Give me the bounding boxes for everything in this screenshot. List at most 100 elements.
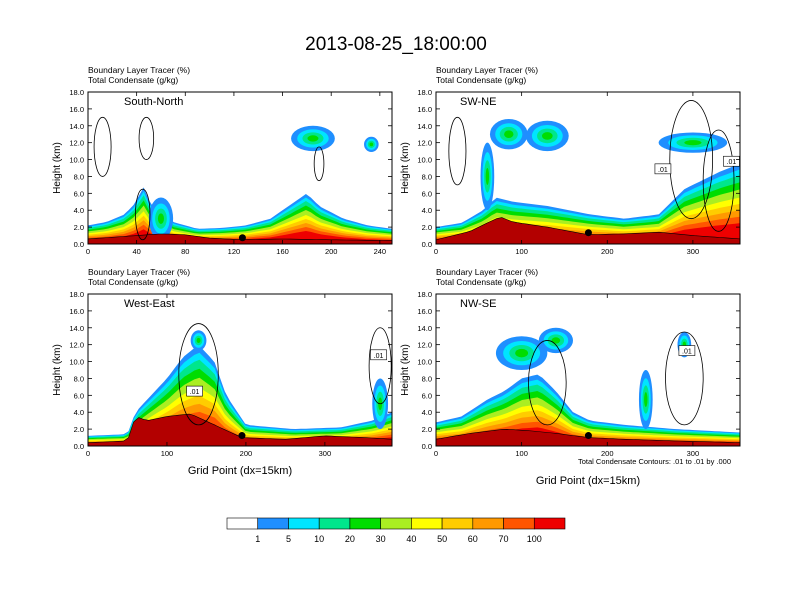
- y-axis-label: Height (km): [52, 142, 63, 194]
- x-tick-label: 100: [515, 247, 528, 256]
- tracer-cloud-blob: [369, 142, 374, 147]
- x-tick-label: 300: [687, 449, 700, 458]
- tracer-cloud-blob: [504, 130, 514, 139]
- y-tick-label: 8.0: [422, 172, 432, 181]
- panel-label: West-East: [124, 298, 175, 310]
- y-tick-label: 8.0: [422, 374, 432, 383]
- tracer-cloud-blob: [196, 337, 201, 343]
- x-tick-label: 160: [276, 247, 289, 256]
- y-tick-label: 4.0: [74, 206, 84, 215]
- figure-title: 2013-08-25_18:00:00: [305, 34, 487, 55]
- colorbar-swatch: [533, 517, 566, 530]
- x-tick-label: 200: [601, 449, 614, 458]
- y-tick-label: 4.0: [422, 408, 432, 417]
- x-tick-label: 300: [687, 247, 700, 256]
- tracer-cloud-blob: [307, 135, 319, 142]
- y-tick-label: 18.0: [417, 290, 432, 299]
- y-tick-label: 16.0: [417, 307, 432, 316]
- contour-label-box: [186, 385, 203, 397]
- y-tick-label: 18.0: [417, 88, 432, 97]
- x-tick-label: 0: [86, 449, 90, 458]
- y-tick-label: 14.0: [417, 122, 432, 131]
- x-tick-label: 40: [132, 247, 140, 256]
- tracer-cloud-blob: [644, 392, 648, 407]
- colorbar-label: 20: [345, 534, 355, 544]
- panel-south-north: Boundary Layer Tracer (%)Total Condensat…: [52, 65, 393, 256]
- colorbar-label: 70: [499, 534, 509, 544]
- y-tick-label: 10.0: [69, 358, 84, 367]
- y-tick-label: 6.0: [74, 189, 84, 198]
- tracer-cloud-blob: [541, 132, 553, 140]
- condensate-contour: [178, 323, 219, 426]
- colorbar-label: 5: [286, 534, 291, 544]
- colorbar-swatch: [441, 517, 474, 530]
- y-tick-label: 6.0: [422, 391, 432, 400]
- tracer-cloud-blob: [684, 140, 702, 146]
- contour-label-box: [678, 345, 696, 356]
- plot-area: .01: [436, 294, 740, 446]
- x-tick-label: 100: [161, 449, 174, 458]
- y-tick-label: 8.0: [74, 172, 84, 181]
- y-tick-label: 8.0: [74, 374, 84, 383]
- colorbar-label: 40: [406, 534, 416, 544]
- colorbar-label: 30: [376, 534, 386, 544]
- y-tick-label: 12.0: [69, 139, 84, 148]
- y-tick-label: 0.0: [422, 240, 432, 249]
- colorbar-swatch: [288, 517, 320, 530]
- y-axis-label: Height (km): [52, 344, 63, 396]
- y-tick-label: 2.0: [422, 425, 432, 434]
- panel-west-east: Boundary Layer Tracer (%)Total Condensat…: [52, 267, 393, 477]
- condensate-contour: [448, 116, 467, 186]
- condensate-contour: [368, 327, 392, 405]
- y-tick-label: 4.0: [74, 408, 84, 417]
- y-tick-label: 18.0: [69, 290, 84, 299]
- contour-label-box: [723, 155, 740, 167]
- y-tick-label: 12.0: [69, 341, 84, 350]
- y-tick-label: 14.0: [69, 324, 84, 333]
- panel-header-condensate: Total Condensate (g/kg): [436, 75, 526, 85]
- panel-label: South-North: [124, 96, 183, 108]
- colorbar-label: 1: [255, 534, 260, 544]
- condensate-contour: [702, 129, 735, 232]
- contour-label: .01: [727, 159, 737, 166]
- y-tick-label: 0.0: [74, 240, 84, 249]
- panel-header-tracer: Boundary Layer Tracer (%): [88, 267, 190, 277]
- x-axis-label: Grid Point (dx=15km): [536, 475, 640, 487]
- plot-frame: [87, 91, 393, 245]
- x-tick-label: 200: [601, 247, 614, 256]
- y-tick-label: 10.0: [417, 358, 432, 367]
- y-tick-label: 10.0: [69, 156, 84, 165]
- panel-sw-ne: Boundary Layer Tracer (%)Total Condensat…: [400, 65, 741, 256]
- contour-label: .01: [374, 353, 384, 360]
- contour-label-box: [654, 163, 672, 175]
- panel-header-condensate: Total Condensate (g/kg): [436, 277, 526, 287]
- condensate-contour: [135, 188, 151, 241]
- y-tick-label: 2.0: [422, 223, 432, 232]
- panel-nw-se: Boundary Layer Tracer (%)Total Condensat…: [400, 267, 741, 487]
- x-tick-label: 100: [515, 449, 528, 458]
- y-tick-label: 14.0: [417, 324, 432, 333]
- x-tick-label: 0: [434, 449, 438, 458]
- contour-footnote: Total Condensate Contours: .01 to .01 by…: [578, 457, 731, 466]
- x-tick-label: 200: [325, 247, 338, 256]
- panel-header-condensate: Total Condensate (g/kg): [88, 75, 178, 85]
- location-marker: [238, 234, 246, 242]
- plot-frame: [87, 293, 393, 447]
- x-tick-label: 120: [228, 247, 241, 256]
- y-tick-label: 10.0: [417, 156, 432, 165]
- y-tick-label: 6.0: [422, 189, 432, 198]
- colorbar-swatch: [472, 517, 504, 530]
- y-tick-label: 0.0: [422, 442, 432, 451]
- x-tick-label: 200: [240, 449, 253, 458]
- y-tick-label: 0.0: [74, 442, 84, 451]
- y-axis-label: Height (km): [400, 344, 411, 396]
- colorbar-swatch: [226, 517, 259, 530]
- condensate-contour: [669, 100, 713, 220]
- x-tick-label: 240: [374, 247, 387, 256]
- colorbar-label: 10: [314, 534, 324, 544]
- y-tick-label: 12.0: [417, 139, 432, 148]
- colorbar-label: 100: [527, 534, 542, 544]
- colorbar-swatch: [380, 517, 412, 530]
- panel-label: NW-SE: [460, 298, 496, 310]
